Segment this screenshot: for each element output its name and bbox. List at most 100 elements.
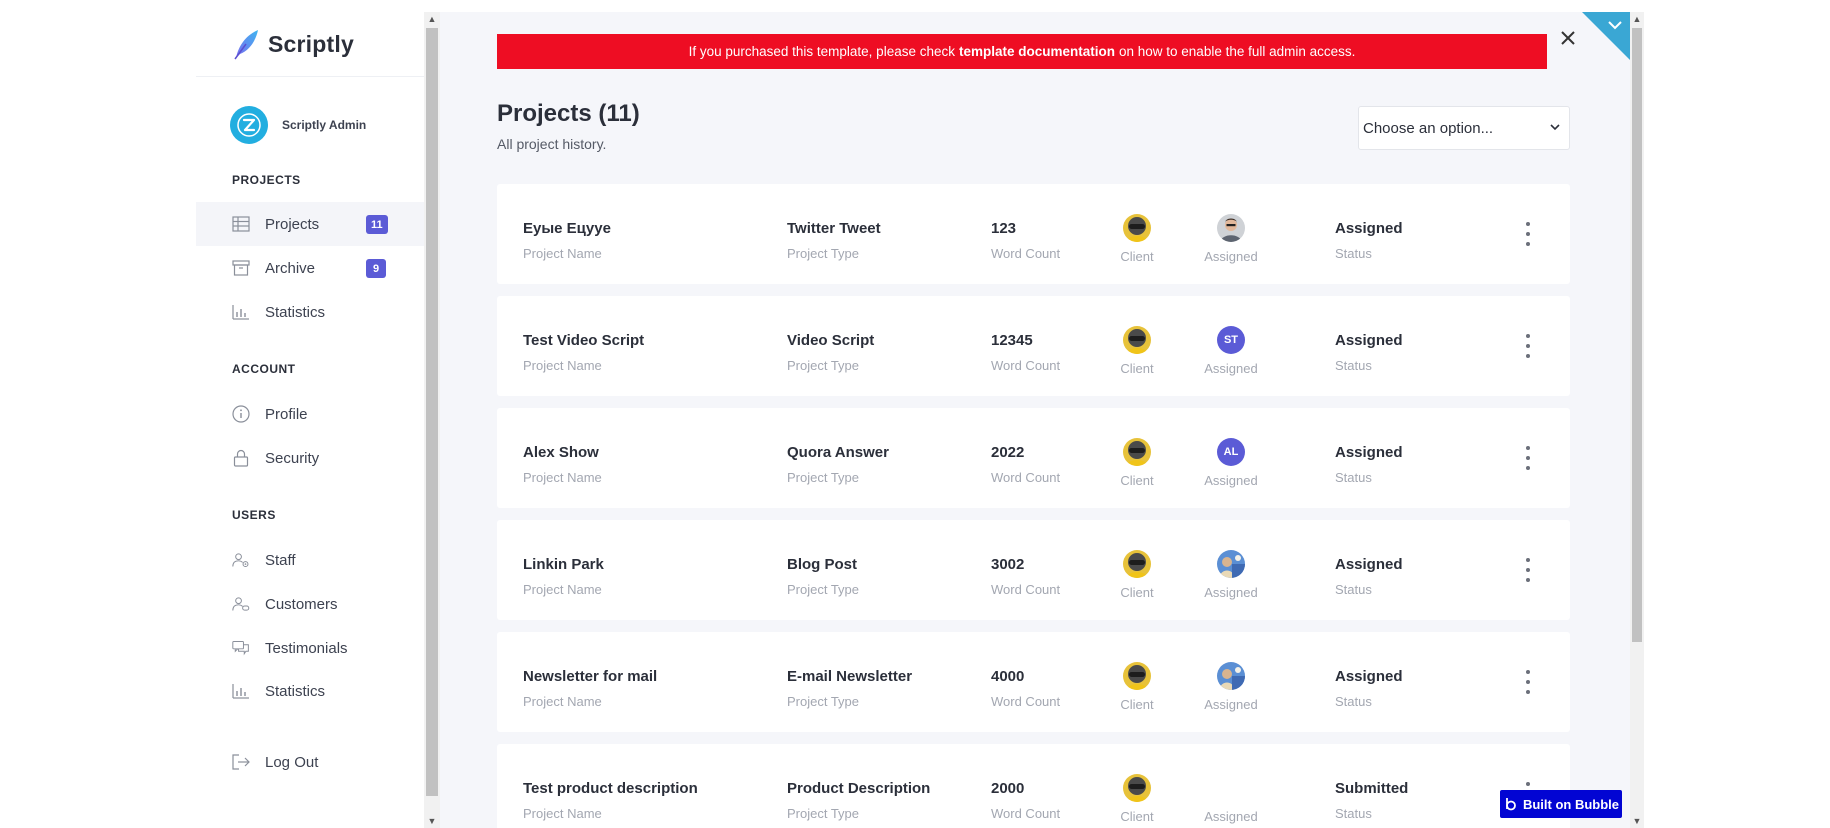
status-value: Assigned xyxy=(1335,668,1403,685)
assigned-cell: Assigned xyxy=(1201,662,1261,712)
bubble-logo-icon xyxy=(1506,798,1516,811)
scroll-up-arrow-icon[interactable]: ▲ xyxy=(427,14,437,24)
user-profile[interactable]: Scriptly Admin xyxy=(230,106,366,144)
sidebar-item-staff[interactable]: Staff xyxy=(196,538,424,582)
kebab-dot xyxy=(1526,446,1530,450)
sidebar-item-label: Testimonials xyxy=(265,639,348,657)
project-type-label: Project Type xyxy=(787,806,860,821)
assigned-avatar[interactable] xyxy=(1217,662,1245,690)
more-options-button[interactable] xyxy=(1522,334,1534,358)
client-avatar[interactable] xyxy=(1123,774,1151,802)
assigned-avatar[interactable]: AL xyxy=(1217,438,1245,466)
project-type-cell: Twitter Tweet Project Type xyxy=(787,220,881,261)
client-cell: Client xyxy=(1107,662,1167,712)
more-options-button[interactable] xyxy=(1522,670,1534,694)
more-options-button[interactable] xyxy=(1522,558,1534,582)
table-icon xyxy=(232,215,250,233)
project-type-cell: Product Description Project Type xyxy=(787,780,930,821)
status-cell: Assigned Status xyxy=(1335,668,1403,709)
scroll-down-arrow-icon[interactable]: ▼ xyxy=(427,816,437,826)
more-options-button[interactable] xyxy=(1522,222,1534,246)
main-scrollbar-thumb[interactable] xyxy=(1632,28,1642,642)
bar-chart-icon xyxy=(232,682,250,700)
client-label: Client xyxy=(1120,361,1154,376)
status-cell: Submitted Status xyxy=(1335,780,1408,821)
client-avatar[interactable] xyxy=(1123,662,1151,690)
alert-text-before: If you purchased this template, please c… xyxy=(688,44,955,59)
sidebar-item-customers[interactable]: Customers xyxy=(196,582,424,626)
alert-doc-link[interactable]: template documentation xyxy=(958,44,1115,59)
project-name-cell: Test Video Script Project Name xyxy=(523,332,644,373)
close-icon xyxy=(1561,31,1575,45)
sidebar-item-archive[interactable]: Archive 9 xyxy=(196,246,424,290)
sidebar-item-profile[interactable]: Profile xyxy=(196,392,424,436)
scroll-down-arrow-icon[interactable]: ▼ xyxy=(1632,816,1642,826)
sidebar-scrollbar[interactable]: ▲ ▼ xyxy=(424,12,440,828)
projects-count-badge: 11 xyxy=(366,215,388,234)
assigned-avatar[interactable] xyxy=(1217,550,1245,578)
status-label: Status xyxy=(1335,694,1372,709)
built-on-bubble-badge[interactable]: Built on Bubble xyxy=(1500,790,1622,818)
client-photo-icon xyxy=(1123,438,1151,466)
project-name-label: Project Name xyxy=(523,806,602,821)
archive-icon xyxy=(232,259,250,277)
kebab-dot xyxy=(1526,456,1530,460)
client-avatar[interactable] xyxy=(1123,326,1151,354)
kebab-dot xyxy=(1526,568,1530,572)
app-name: Scriptly xyxy=(268,30,354,57)
word-count-label: Word Count xyxy=(991,358,1061,373)
assigned-avatar[interactable]: ST xyxy=(1217,326,1245,354)
kebab-dot xyxy=(1526,690,1530,694)
project-name-label: Project Name xyxy=(523,470,602,485)
more-options-button[interactable] xyxy=(1522,446,1534,470)
status-cell: Assigned Status xyxy=(1335,332,1403,373)
assigned-label: Assigned xyxy=(1204,697,1258,712)
client-cell: Client xyxy=(1107,214,1167,264)
project-name: Linkin Park xyxy=(523,556,604,573)
assigned-avatar[interactable] xyxy=(1217,214,1245,242)
project-type: E-mail Newsletter xyxy=(787,668,913,685)
sidebar-item-security[interactable]: Security xyxy=(196,436,424,480)
filter-select[interactable]: Choose an option... xyxy=(1358,106,1570,150)
main-scrollbar[interactable]: ▲ ▼ xyxy=(1630,12,1644,828)
client-label: Client xyxy=(1120,697,1154,712)
client-avatar[interactable] xyxy=(1123,214,1151,242)
sidebar-item-projects[interactable]: Projects 11 xyxy=(196,202,424,246)
sidebar-item-users-statistics[interactable]: Statistics xyxy=(196,669,424,713)
alert-banner: If you purchased this template, please c… xyxy=(497,34,1547,69)
status-cell: Assigned Status xyxy=(1335,444,1403,485)
scroll-up-arrow-icon[interactable]: ▲ xyxy=(1632,14,1642,24)
project-name-cell: Еуые Ецуye Project Name xyxy=(523,220,611,261)
sidebar-item-statistics[interactable]: Statistics xyxy=(196,290,424,334)
sidebar-scrollbar-thumb[interactable] xyxy=(426,28,438,796)
close-banner-button[interactable] xyxy=(1558,28,1578,48)
word-count: 12345 xyxy=(991,332,1033,349)
word-count-cell: 2000 Word Count xyxy=(991,780,1060,821)
chevron-down-icon xyxy=(1550,124,1560,131)
assigned-label: Assigned xyxy=(1204,585,1258,600)
project-name-cell: Test product description Project Name xyxy=(523,780,698,821)
logo[interactable]: Scriptly xyxy=(232,28,354,60)
client-photo-icon xyxy=(1123,774,1151,802)
corner-toggle-button[interactable] xyxy=(1582,12,1630,60)
word-count: 2022 xyxy=(991,444,1025,461)
project-card[interactable]: Alex Show Project Name Quora Answer Proj… xyxy=(497,408,1570,508)
word-count-label: Word Count xyxy=(991,582,1061,597)
kebab-dot xyxy=(1526,334,1530,338)
project-card[interactable]: Newsletter for mail Project Name E-mail … xyxy=(497,632,1570,732)
project-type-label: Project Type xyxy=(787,582,860,597)
status-cell: Assigned Status xyxy=(1335,220,1403,261)
client-avatar[interactable] xyxy=(1123,438,1151,466)
alert-text-after: on how to enable the full admin access. xyxy=(1119,44,1356,59)
logout-button[interactable]: Log Out xyxy=(196,740,424,784)
status-value: Submitted xyxy=(1335,780,1409,797)
kebab-dot xyxy=(1526,558,1530,562)
sidebar-item-testimonials[interactable]: Testimonials xyxy=(196,626,424,670)
project-card[interactable]: Linkin Park Project Name Blog Post Proje… xyxy=(497,520,1570,620)
project-card[interactable]: Еуые Ецуye Project Name Twitter Tweet Pr… xyxy=(497,184,1570,284)
project-card[interactable]: Test Video Script Project Name Video Scr… xyxy=(497,296,1570,396)
client-cell: Client xyxy=(1107,438,1167,488)
client-avatar[interactable] xyxy=(1123,550,1151,578)
project-card[interactable]: Test product description Project Name Pr… xyxy=(497,744,1570,828)
customers-icon xyxy=(232,595,250,613)
